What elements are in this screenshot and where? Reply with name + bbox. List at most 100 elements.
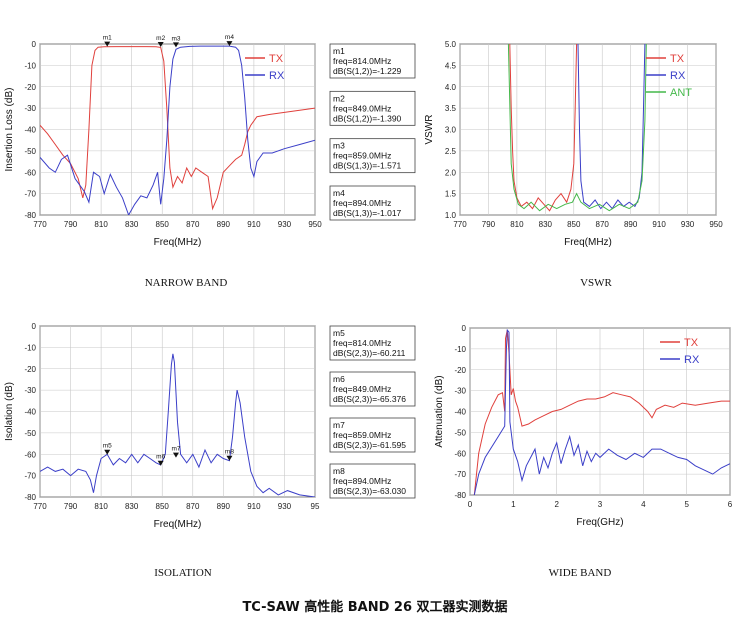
x-tick-label: 770 [453, 220, 467, 229]
x-tick-label: 950 [709, 220, 723, 229]
x-tick-label: 5 [684, 500, 689, 509]
marker-name: m7 [333, 420, 345, 430]
marker-label: m6 [156, 454, 165, 461]
marker-name: m8 [333, 466, 345, 476]
marker-value: dB(S(1,3))=-1.017 [333, 208, 402, 218]
y-tick-label: -50 [24, 147, 36, 156]
x-tick-label: 830 [125, 220, 139, 229]
y-axis-label: VSWR [424, 115, 435, 145]
legend-entry: RX [269, 70, 285, 82]
marker-triangle [157, 460, 164, 466]
x-tick-label: 810 [94, 502, 108, 511]
marker-freq: freq=894.0MHz [333, 476, 391, 486]
x-tick-label: 3 [598, 500, 603, 509]
y-tick-label: 4.5 [445, 61, 457, 70]
y-tick-label: -20 [24, 83, 36, 92]
x-axis-label: Freq(MHz) [154, 237, 202, 248]
marker-freq: freq=814.0MHz [333, 56, 391, 66]
wide-chart: 0 1 2 3 4 5 6 0 -10 -20 -30 -40 -50 -60 -70 -80 Freq(GHz… [434, 324, 733, 579]
x-tick-label: 95 [311, 502, 320, 511]
y-tick-label: -20 [454, 366, 466, 375]
y-tick-label: -60 [24, 450, 36, 459]
y-tick-label: -70 [24, 472, 36, 481]
x-tick-label: 810 [94, 220, 108, 229]
chart-caption: NARROW BAND [145, 277, 228, 289]
x-tick-label: 890 [217, 220, 231, 229]
isolation-chart: 770 790 810 830 850 870 890 910 930 950-10-20-30-… [4, 322, 416, 579]
marker-value: dB(S(1,3))=-1.571 [333, 161, 402, 171]
y-tick-label: -40 [24, 408, 36, 417]
x-tick-label: 890 [217, 502, 231, 511]
y-tick-label: -10 [24, 343, 36, 352]
marker-value: dB(S(2,3))=-63.030 [333, 486, 406, 496]
y-tick-label: -10 [454, 345, 466, 354]
y-tick-label: 3.5 [445, 104, 457, 113]
x-tick-label: 0 [468, 500, 473, 509]
y-tick-label: -60 [24, 168, 36, 177]
y-tick-label: -30 [454, 387, 466, 396]
x-tick-label: 930 [681, 220, 695, 229]
x-axis-label: Freq(MHz) [154, 519, 202, 530]
y-tick-label: 2.0 [445, 168, 457, 177]
marker-label: m3 [171, 35, 180, 42]
legend-entry: TX [670, 53, 685, 65]
x-tick-label: 910 [652, 220, 666, 229]
y-tick-label: -80 [454, 491, 466, 500]
y-tick-label: -20 [24, 365, 36, 374]
marker-triangle [104, 41, 111, 47]
marker-name: m6 [333, 374, 345, 384]
legend-entry: RX [684, 354, 700, 366]
x-tick-label: 830 [539, 220, 553, 229]
marker-freq: freq=859.0MHz [333, 151, 391, 161]
marker-value: dB(S(1,2))=-1.229 [333, 66, 402, 76]
y-tick-label: -30 [24, 104, 36, 113]
series-line-rx [473, 328, 730, 495]
y-tick-label: -40 [24, 126, 36, 135]
y-tick-label: -70 [24, 190, 36, 199]
marker-value: dB(S(2,3))=-60.211 [333, 348, 406, 358]
marker-triangle [172, 452, 179, 458]
marker-triangle [157, 41, 164, 47]
x-tick-label: 910 [247, 220, 261, 229]
y-tick-label: -80 [24, 211, 36, 220]
marker-value: dB(S(1,2))=-1.390 [333, 113, 402, 123]
marker-value: dB(S(2,3))=-61.595 [333, 440, 406, 450]
series-line-tx [509, 44, 578, 212]
marker-label: m5 [103, 443, 112, 450]
y-tick-label: -30 [24, 386, 36, 395]
x-tick-label: 870 [186, 220, 200, 229]
x-axis-label: Freq(GHz) [576, 517, 623, 528]
x-tick-label: 6 [728, 500, 733, 509]
y-tick-label: 1.5 [445, 190, 457, 199]
x-tick-label: 790 [482, 220, 496, 229]
marker-label: m8 [225, 449, 234, 456]
marker-triangle [172, 42, 179, 48]
y-tick-label: 0 [32, 40, 37, 49]
y-tick-label: 3.0 [445, 126, 457, 135]
y-tick-label: -10 [24, 61, 36, 70]
legend-entry: ANT [670, 87, 692, 99]
marker-name: m2 [333, 93, 345, 103]
chart-caption: ISOLATION [154, 567, 211, 579]
marker-freq: freq=859.0MHz [333, 430, 391, 440]
y-tick-label: 4.0 [445, 83, 457, 92]
marker-label: m7 [171, 446, 180, 453]
x-tick-label: 850 [156, 502, 170, 511]
footer-title: TC-SAW 高性能 BAND 26 双工器实测数据 [242, 600, 508, 615]
x-tick-label: 850 [156, 220, 170, 229]
x-tick-label: 790 [64, 220, 78, 229]
series-line-tx [40, 46, 315, 211]
y-tick-label: 5.0 [445, 40, 457, 49]
x-tick-label: 770 [33, 220, 47, 229]
y-tick-label: -60 [454, 449, 466, 458]
narrow-chart: 770 790 810 830 850 870 890 910 930 950 0 -10 -20 -30… [4, 34, 416, 289]
chart-caption: WIDE BAND [549, 567, 612, 579]
series-line-ant [507, 44, 647, 212]
marker-value: dB(S(2,3))=-65.376 [333, 394, 406, 404]
